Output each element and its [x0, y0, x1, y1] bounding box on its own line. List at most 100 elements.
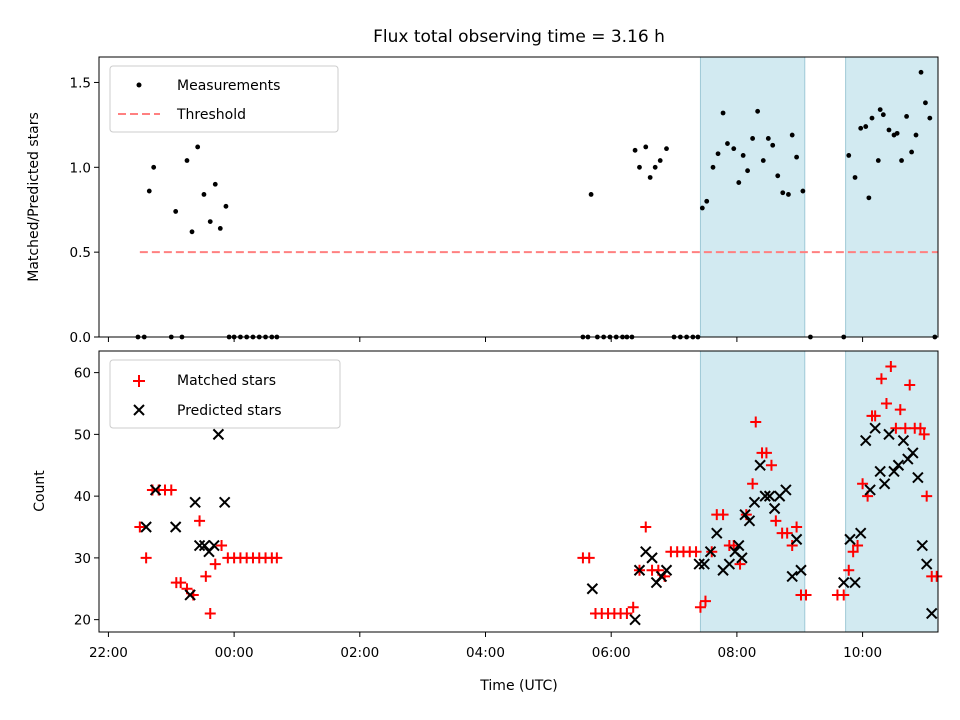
observing-window-shade — [845, 350, 939, 633]
bottom-legend-box — [109, 359, 341, 429]
matched-stars-point — [204, 607, 216, 619]
measurement-point — [720, 110, 726, 116]
observing-window-shade — [699, 56, 806, 338]
measurement-point — [894, 130, 900, 136]
predicted-stars-point — [743, 515, 756, 527]
measurement-point — [699, 205, 705, 211]
matched-stars-point — [869, 410, 881, 422]
measurement-point — [632, 147, 638, 153]
matched-stars-point — [271, 552, 283, 564]
measurement-point — [786, 192, 791, 197]
measurement-point — [704, 198, 710, 204]
predicted-stars-point — [888, 465, 900, 478]
predicted-stars-point — [208, 539, 220, 552]
x-tick-label: 22:00 — [89, 645, 128, 661]
x-tick-label: 10:00 — [843, 645, 882, 661]
predicted-stars-point — [733, 539, 745, 552]
matched-stars-point — [690, 546, 702, 558]
matched-stars-point — [786, 540, 798, 552]
predicted-stars-point — [586, 583, 599, 595]
predicted-stars-point — [698, 558, 710, 570]
x-tick-label: 00:00 — [215, 645, 254, 661]
y-tick-label: 0.5 — [70, 245, 91, 261]
y-tick-label: 60 — [74, 366, 91, 382]
measurement-point — [858, 125, 864, 131]
measurement-point — [217, 225, 223, 231]
matched-stars-point — [885, 360, 897, 372]
measurement-point — [886, 127, 892, 133]
matched-stars-point — [852, 540, 864, 552]
legend-measurements-label: Measurements — [177, 78, 280, 94]
predicted-stars-point — [169, 521, 182, 533]
matched-stars-point — [699, 595, 711, 607]
x-tick-label: 04:00 — [466, 645, 505, 661]
predicted-stars-point — [633, 564, 646, 576]
predicted-stars-point — [874, 465, 886, 478]
matched-stars-point — [894, 404, 906, 416]
measurement-point — [904, 113, 909, 119]
measurement-point — [740, 153, 746, 158]
predicted-stars-point — [916, 539, 928, 552]
observing-window-shade — [699, 350, 806, 633]
measurement-point — [899, 158, 904, 163]
y-tick-label: 50 — [74, 427, 91, 443]
y-tick-label: 20 — [74, 613, 91, 629]
predicted-stars-point — [218, 496, 231, 509]
bottom-axes-frame — [98, 350, 939, 633]
matched-stars-point — [921, 490, 933, 502]
predicted-stars-point — [739, 508, 751, 521]
top-legend-box — [109, 65, 339, 133]
top-panel: 0.0 0.5 1.0 1.5 Matched/Predicted stars Mea… — [26, 56, 939, 346]
measurement-point — [800, 188, 806, 194]
matched-stars-point — [760, 447, 772, 459]
predicted-stars-point — [854, 527, 867, 539]
predicted-stars-point — [646, 552, 658, 564]
matched-stars-point — [781, 527, 793, 539]
predicted-stars-point — [704, 546, 717, 558]
matched-stars-point — [899, 422, 911, 434]
observing-window-shade — [845, 56, 939, 338]
measurement-point — [909, 149, 915, 155]
predicted-stars-point — [763, 490, 776, 502]
matched-stars-point — [640, 521, 652, 533]
measurement-point — [588, 192, 594, 197]
predicted-stars-point — [198, 539, 211, 552]
matched-stars-point — [791, 521, 803, 533]
measurement-point — [923, 100, 928, 106]
predicted-stars-point — [723, 558, 736, 570]
measurement-point — [637, 164, 642, 170]
matched-stars-point — [165, 484, 177, 496]
predicted-stars-point — [849, 576, 861, 589]
predicted-stars-point — [189, 496, 201, 509]
measurement-point — [657, 158, 663, 163]
predicted-stars-point — [193, 539, 206, 552]
predicted-stars-point — [926, 607, 938, 620]
predicted-stars-point — [883, 428, 895, 441]
predicted-stars-point — [920, 558, 933, 570]
matched-stars-point — [200, 570, 212, 582]
matched-stars-point — [918, 428, 930, 440]
legend-matched-marker — [133, 375, 145, 387]
legend-predicted-label: Predicted stars — [177, 403, 282, 419]
measurement-point — [775, 173, 781, 179]
x-tick-label: 06:00 — [592, 645, 631, 661]
y-tick-label: 40 — [74, 489, 91, 505]
predicted-stars-point — [754, 459, 766, 471]
predicted-stars-point — [795, 564, 807, 576]
top-y-axis-label: Matched/Predicted stars — [26, 112, 42, 282]
matched-stars-point — [747, 478, 759, 490]
measurement-point — [755, 108, 761, 114]
matched-stars-point — [216, 540, 228, 552]
top-axes-frame — [98, 56, 939, 338]
y-tick-label: 1.0 — [70, 160, 91, 176]
matched-stars-point — [875, 373, 887, 385]
predicted-stars-point — [864, 484, 876, 496]
matched-stars-point — [843, 564, 855, 576]
y-tick-label: 30 — [74, 551, 91, 567]
predicted-stars-point — [711, 527, 723, 539]
matched-stars-point — [694, 601, 706, 613]
y-tick-label: 1.5 — [70, 75, 91, 91]
matched-stars-point — [857, 478, 869, 490]
measurement-point — [146, 188, 152, 194]
measurement-point — [789, 132, 795, 138]
